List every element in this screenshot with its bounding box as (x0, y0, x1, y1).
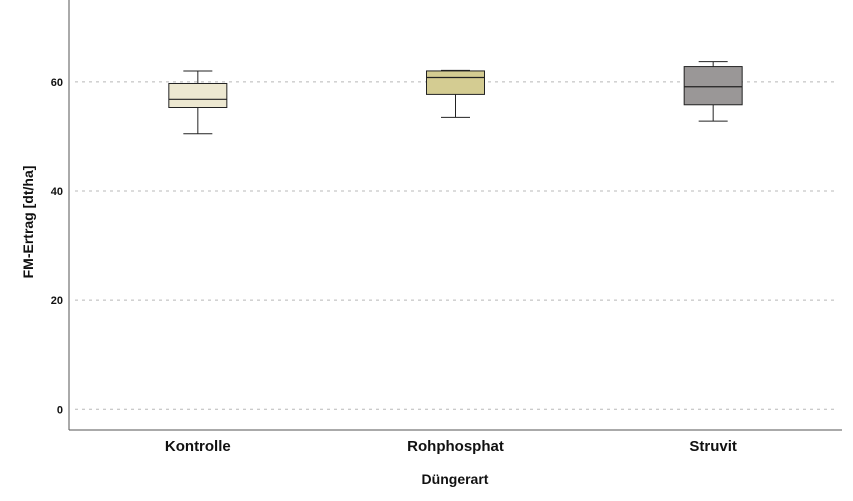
boxes (168, 61, 743, 135)
y-axis-title: FM-Ertrag [dt/ha] (20, 166, 36, 279)
y-tick-label: 20 (51, 295, 63, 307)
y-tick-labels: 0 20 40 60 (51, 77, 63, 416)
box-rohphosphat (426, 69, 485, 118)
box-struvit (683, 61, 743, 122)
iqr-box (426, 70, 485, 95)
x-tick-label: Struvit (689, 438, 737, 455)
x-tick-labels: Kontrolle Rohphosphat Struvit (165, 438, 737, 455)
iqr-box (683, 66, 743, 106)
x-tick-label: Rohphosphat (407, 438, 504, 455)
y-tick-label: 40 (51, 186, 63, 198)
y-tick-label: 60 (51, 77, 63, 89)
box-kontrolle (168, 70, 228, 135)
x-axis-title: Düngerart (422, 471, 489, 487)
iqr-box (168, 82, 228, 108)
gridlines (75, 81, 836, 410)
y-tick-label: 0 (57, 404, 63, 416)
x-tick-label: Kontrolle (165, 438, 231, 455)
